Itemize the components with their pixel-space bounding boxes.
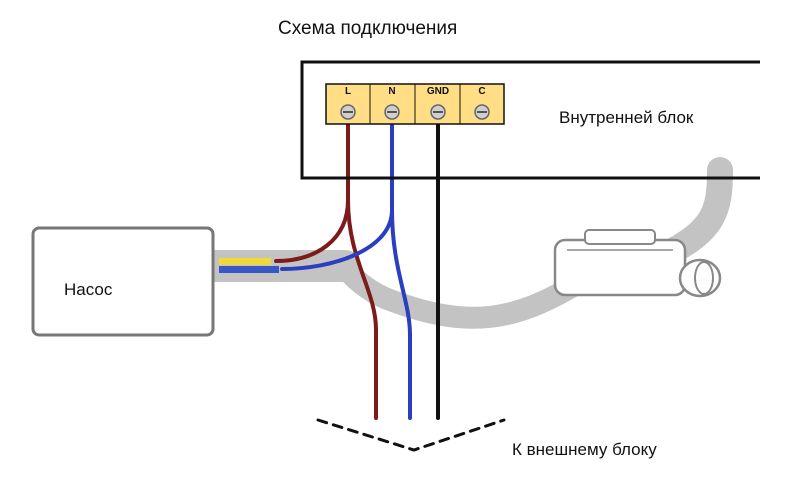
svg-text:C: C xyxy=(478,86,485,97)
drain-hose-lower xyxy=(345,266,575,318)
wire-n-down xyxy=(392,122,410,418)
pump-body xyxy=(33,228,213,335)
wire-n-to-pump xyxy=(282,122,392,269)
svg-text:GND: GND xyxy=(427,86,449,97)
svg-text:N: N xyxy=(388,86,395,97)
label-to-outdoor: К внешнему блоку xyxy=(512,440,657,460)
pump-wire-blue xyxy=(219,266,279,273)
label-pump: Насос xyxy=(64,280,112,300)
label-indoor-unit: Внутренней блок xyxy=(559,108,693,128)
arrow-to-outdoor xyxy=(318,420,504,450)
svg-text:L: L xyxy=(345,86,351,97)
pump-wire-yellow xyxy=(219,258,271,265)
wire-l-to-pump xyxy=(276,122,348,261)
title: Схема подключения xyxy=(278,18,457,40)
diagram-canvas: L N GND C xyxy=(0,0,790,500)
